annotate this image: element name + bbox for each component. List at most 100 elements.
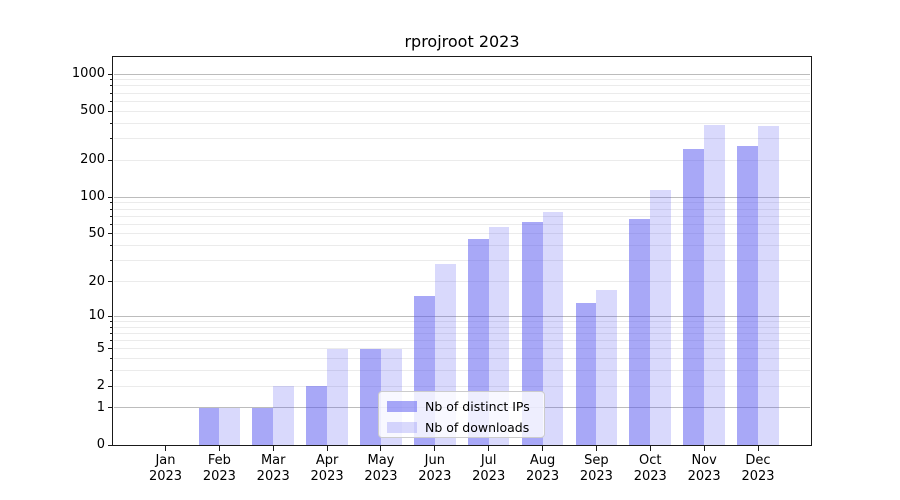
gridline-minor (114, 223, 810, 225)
gridline-major (114, 196, 810, 198)
bar-downloads (596, 289, 618, 445)
gridline-minor (114, 358, 810, 360)
x-tick-label: Dec 2023 (741, 453, 775, 484)
x-tick (434, 446, 436, 451)
legend-swatch-distinct-ips (387, 401, 417, 412)
bar-distinct-ips (629, 219, 651, 445)
x-tick (703, 446, 705, 451)
gridline-minor (114, 340, 810, 341)
y-minor-tick (110, 138, 113, 140)
y-minor-tick (110, 332, 113, 334)
x-tick-label: Jun 2023 (418, 453, 452, 484)
gridline-minor (114, 202, 810, 204)
gridline-minor (114, 85, 810, 87)
gridline-minor (114, 260, 810, 262)
gridline-minor (114, 79, 810, 81)
y-minor-tick (110, 385, 113, 387)
y-tick (108, 315, 113, 317)
bar-distinct-ips (360, 348, 381, 445)
x-tick-label: Jan 2023 (148, 453, 183, 484)
gridline-minor (114, 385, 810, 387)
y-minor-tick (110, 208, 113, 210)
gridline-minor (114, 326, 810, 328)
legend-item-distinct-ips: Nb of distinct IPs (387, 397, 544, 416)
legend: Nb of distinct IPs Nb of downloads (378, 391, 545, 438)
y-minor-tick (110, 245, 113, 247)
x-tick (757, 446, 759, 451)
x-tick-label: Jul 2023 (472, 453, 506, 484)
y-minor-tick (110, 110, 113, 112)
gridline-minor (114, 245, 810, 247)
x-tick (326, 446, 328, 451)
y-tick (108, 407, 113, 409)
y-tick (108, 196, 113, 198)
bar-distinct-ips (306, 386, 328, 445)
y-minor-tick (110, 223, 113, 225)
legend-label-downloads: Nb of downloads (425, 420, 530, 435)
y-minor-tick (110, 358, 113, 360)
y-tick-label: 10 (88, 308, 105, 324)
y-minor-tick (110, 233, 113, 235)
y-tick-label: 2 (96, 378, 105, 393)
y-tick-label: 20 (88, 273, 105, 289)
x-tick (542, 446, 544, 451)
bar-distinct-ips (737, 146, 758, 445)
gridline-minor (114, 110, 810, 112)
bar-downloads (704, 124, 725, 445)
gridline-minor (114, 332, 810, 334)
gridline-minor (114, 208, 810, 210)
x-tick (488, 446, 490, 451)
gridline-major (114, 73, 810, 75)
y-tick-label: 500 (80, 103, 105, 119)
bar-downloads (488, 226, 510, 445)
x-tick-label: May 2023 (364, 453, 398, 484)
x-tick-label: Oct 2023 (633, 453, 667, 484)
y-tick-label: 1 (96, 399, 105, 415)
bar-downloads (219, 407, 241, 445)
bar-downloads (327, 348, 348, 445)
gridline-minor (114, 138, 810, 140)
y-minor-tick (110, 215, 113, 217)
x-tick-label: Apr 2023 (310, 453, 344, 484)
x-tick-label: Feb 2023 (202, 453, 236, 484)
y-minor-tick (110, 281, 113, 282)
x-tick (595, 446, 597, 451)
bar-distinct-ips (252, 407, 274, 445)
x-tick (380, 446, 382, 451)
gridline-minor (114, 215, 810, 217)
chart-title: rprojroot 2023 (404, 32, 520, 51)
bar-distinct-ips (575, 303, 597, 445)
legend-label-distinct-ips: Nb of distinct IPs (425, 399, 530, 414)
x-tick-label: Mar 2023 (256, 453, 290, 484)
y-tick (108, 444, 113, 446)
bar-distinct-ips (198, 407, 220, 445)
y-minor-tick (110, 100, 113, 102)
y-tick-label: 1000 (71, 66, 105, 81)
bar-downloads (650, 190, 672, 445)
y-minor-tick (110, 79, 113, 81)
legend-swatch-downloads (387, 422, 417, 433)
y-minor-tick (110, 348, 113, 350)
x-tick-label: Nov 2023 (687, 453, 721, 484)
x-tick (218, 446, 220, 451)
gridline-minor (114, 233, 810, 235)
y-minor-tick (110, 202, 113, 204)
y-minor-tick (110, 92, 113, 94)
y-minor-tick (110, 370, 113, 372)
gridline-minor (114, 281, 810, 282)
x-tick-label: Aug 2023 (526, 453, 560, 484)
y-minor-tick (110, 320, 113, 322)
x-tick (165, 446, 166, 451)
gridline-minor (114, 348, 810, 350)
y-tick-label: 5 (96, 340, 105, 356)
gridline-minor (114, 370, 810, 372)
y-tick (108, 73, 113, 75)
bar-distinct-ips (683, 149, 705, 445)
gridline-minor (114, 320, 810, 322)
x-tick-label: Sep 2023 (579, 453, 613, 484)
y-minor-tick (110, 85, 113, 87)
y-tick-label: 100 (80, 189, 105, 205)
y-tick-label: 50 (88, 225, 105, 241)
y-minor-tick (110, 122, 113, 124)
